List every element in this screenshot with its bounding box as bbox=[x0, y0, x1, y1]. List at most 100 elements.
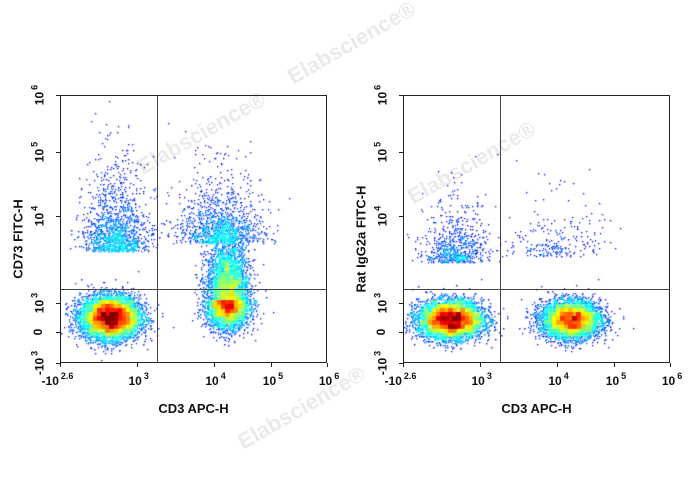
tick-exponent: 6 bbox=[372, 84, 383, 90]
tick-exponent: 5 bbox=[278, 371, 284, 381]
tick-base: 10 bbox=[548, 374, 562, 388]
tick-exponent: 3 bbox=[29, 350, 40, 356]
tick-exponent: 4 bbox=[220, 371, 226, 381]
y-tick-label: 104 bbox=[373, 206, 390, 226]
tick-exponent: 6 bbox=[29, 84, 40, 90]
quadrant-gate-vertical[interactable] bbox=[157, 96, 159, 362]
y-tick-mark bbox=[56, 152, 60, 154]
tick-base: -10 bbox=[384, 374, 402, 388]
y-tick-mark bbox=[399, 152, 403, 154]
y-tick-label: 105 bbox=[373, 142, 390, 162]
tick-base: 10 bbox=[128, 374, 142, 388]
quadrant-gate-vertical[interactable] bbox=[500, 96, 502, 362]
y-tick-mark bbox=[56, 363, 60, 364]
tick-exponent: 3 bbox=[143, 371, 149, 381]
y-tick-mark bbox=[399, 363, 403, 364]
x-tick-label: 10 6 bbox=[662, 371, 682, 388]
y-tick-mark bbox=[56, 331, 60, 333]
quadrant-gate-horizontal[interactable] bbox=[61, 288, 326, 290]
y-tick-label: 105 bbox=[30, 142, 47, 162]
tick-base: 10 bbox=[375, 91, 390, 106]
x-tick-label: -10 2.6 bbox=[385, 371, 417, 388]
y-tick-mark bbox=[56, 216, 60, 218]
x-axis-label: CD3 APC-H bbox=[158, 401, 229, 416]
y-tick-label: -103 bbox=[30, 351, 47, 375]
x-tick-mark bbox=[670, 363, 671, 367]
tick-base: -10 bbox=[41, 374, 59, 388]
x-tick-label: 10 4 bbox=[548, 371, 568, 388]
tick-base: 10 bbox=[471, 374, 485, 388]
x-tick-label: -10 2.6 bbox=[42, 371, 74, 388]
y-axis-label: Rat IgG2a FITC-H bbox=[353, 185, 369, 293]
tick-base: 10 bbox=[32, 299, 47, 314]
tick-base: 10 bbox=[32, 91, 47, 106]
y-tick-label: -103 bbox=[373, 351, 390, 375]
tick-exponent: 5 bbox=[29, 141, 40, 147]
x-tick-mark bbox=[613, 363, 615, 367]
x-tick-label: 10 6 bbox=[319, 371, 339, 388]
watermark: Elabscience® bbox=[233, 360, 370, 455]
x-tick-label: 10 4 bbox=[205, 371, 225, 388]
x-tick-mark bbox=[479, 363, 481, 367]
y-tick-label: 0 bbox=[31, 329, 45, 336]
tick-base: 10 bbox=[375, 148, 390, 163]
plot-area bbox=[60, 95, 328, 364]
y-tick-label: 103 bbox=[373, 293, 390, 313]
y-tick-mark bbox=[399, 331, 403, 333]
tick-base: 10 bbox=[375, 212, 390, 227]
y-tick-label: 0 bbox=[374, 329, 388, 336]
x-tick-label: 10 5 bbox=[606, 371, 626, 388]
y-tick-mark bbox=[399, 95, 403, 96]
tick-base: 0 bbox=[374, 328, 388, 336]
tick-base: 10 bbox=[318, 374, 333, 388]
tick-exponent: 3 bbox=[486, 371, 492, 381]
x-tick-mark bbox=[136, 363, 138, 367]
y-tick-mark bbox=[56, 95, 60, 96]
tick-exponent: 4 bbox=[563, 371, 569, 381]
x-tick-label: 10 3 bbox=[471, 371, 491, 388]
tick-exponent: 4 bbox=[29, 205, 40, 211]
tick-base: 10 bbox=[375, 299, 390, 314]
tick-base: 10 bbox=[262, 374, 277, 388]
x-tick-mark bbox=[403, 363, 404, 367]
plot-area bbox=[403, 95, 671, 364]
x-tick-mark bbox=[270, 363, 272, 367]
density-dots bbox=[61, 96, 328, 364]
tick-exponent: 3 bbox=[372, 350, 383, 356]
y-tick-label: 106 bbox=[30, 85, 47, 105]
x-tick-label: 10 5 bbox=[263, 371, 283, 388]
tick-exponent: 3 bbox=[29, 292, 40, 298]
tick-base: 10 bbox=[605, 374, 620, 388]
x-tick-mark bbox=[60, 363, 61, 367]
tick-base: -10 bbox=[375, 357, 390, 376]
tick-exponent: 5 bbox=[621, 371, 627, 381]
tick-base: -10 bbox=[32, 357, 47, 376]
tick-base: 0 bbox=[31, 328, 45, 336]
watermark: Elabscience® bbox=[283, 0, 420, 90]
tick-exponent: 6 bbox=[334, 371, 340, 381]
tick-exponent: 2.6 bbox=[60, 371, 74, 381]
tick-base: 10 bbox=[661, 374, 676, 388]
tick-exponent: 3 bbox=[372, 292, 383, 298]
y-tick-label: 104 bbox=[30, 206, 47, 226]
quadrant-gate-horizontal[interactable] bbox=[404, 288, 669, 290]
y-tick-mark bbox=[399, 216, 403, 218]
tick-exponent: 2.6 bbox=[403, 371, 417, 381]
x-axis-label: CD3 APC-H bbox=[501, 401, 572, 416]
y-axis-label: CD73 FITC-H bbox=[10, 199, 26, 279]
tick-exponent: 4 bbox=[372, 205, 383, 211]
x-tick-label: 10 3 bbox=[128, 371, 148, 388]
x-tick-mark bbox=[556, 363, 558, 367]
tick-exponent: 6 bbox=[677, 371, 683, 381]
x-tick-mark bbox=[213, 363, 215, 367]
y-tick-mark bbox=[399, 302, 403, 304]
density-dots bbox=[404, 96, 671, 364]
tick-base: 10 bbox=[32, 212, 47, 227]
tick-base: 10 bbox=[32, 148, 47, 163]
y-tick-mark bbox=[56, 302, 60, 304]
tick-base: 10 bbox=[205, 374, 219, 388]
y-tick-label: 103 bbox=[30, 293, 47, 313]
x-tick-mark bbox=[327, 363, 328, 367]
tick-exponent: 5 bbox=[372, 141, 383, 147]
